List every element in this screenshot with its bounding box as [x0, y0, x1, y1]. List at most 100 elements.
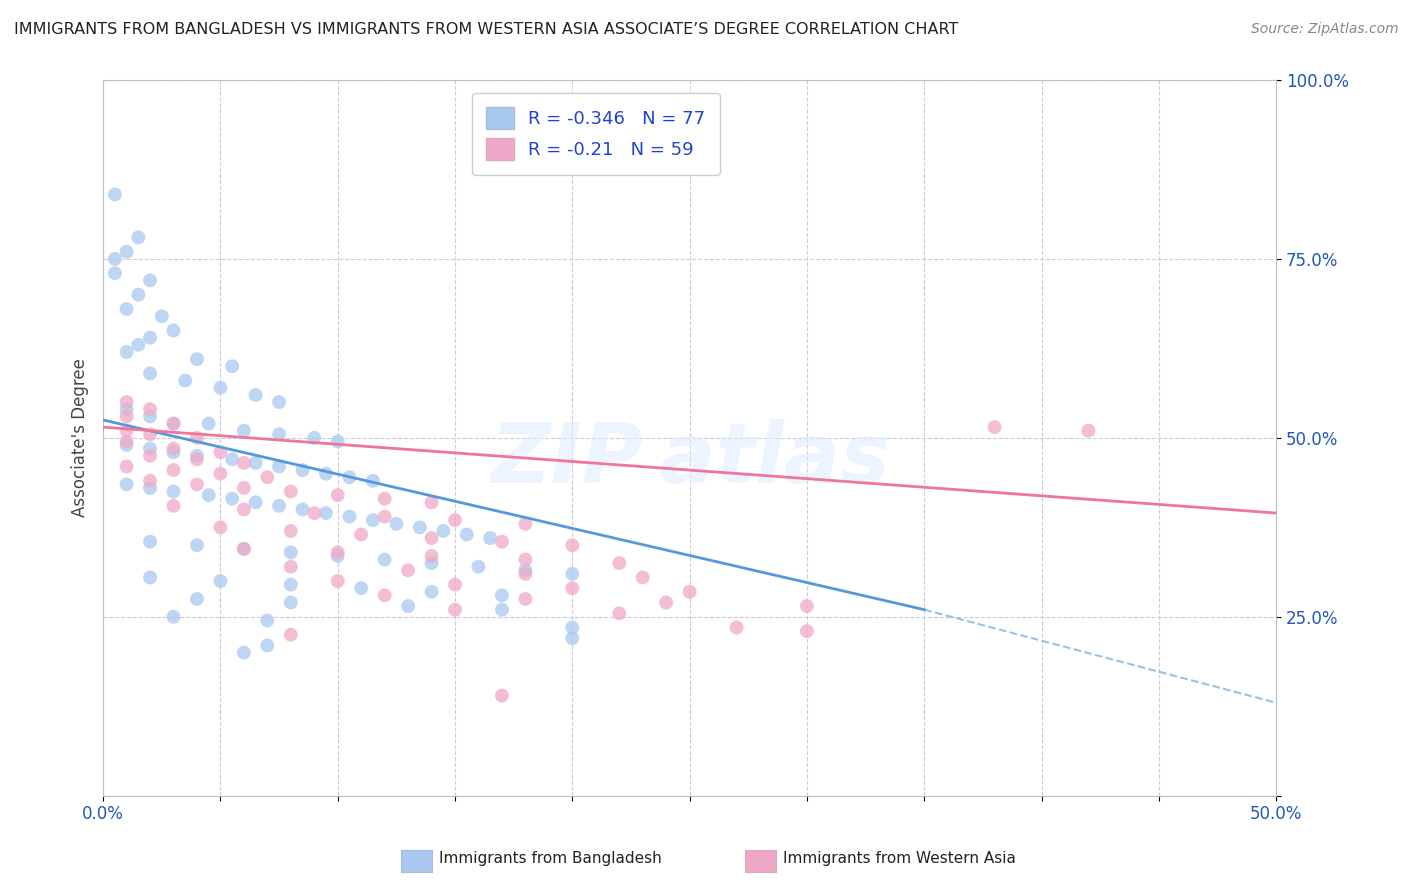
Point	[186, 477, 208, 491]
Point	[162, 463, 184, 477]
Point	[162, 445, 184, 459]
Point	[444, 602, 467, 616]
Point	[115, 345, 138, 359]
Point	[515, 591, 537, 606]
Point	[174, 374, 197, 388]
Point	[186, 352, 208, 367]
Point	[245, 388, 267, 402]
Point	[162, 324, 184, 338]
Point	[607, 556, 630, 570]
Point	[515, 563, 537, 577]
Legend: R = -0.346   N = 77, R = -0.21   N = 59: R = -0.346 N = 77, R = -0.21 N = 59	[472, 93, 720, 175]
Point	[115, 438, 138, 452]
Text: Immigrants from Bangladesh: Immigrants from Bangladesh	[439, 851, 661, 866]
Point	[232, 481, 254, 495]
Point	[186, 591, 208, 606]
Point	[304, 506, 326, 520]
Point	[139, 481, 162, 495]
Point	[267, 459, 290, 474]
Point	[256, 614, 278, 628]
Point	[291, 502, 314, 516]
Text: ZIP atlas: ZIP atlas	[489, 419, 890, 500]
Point	[209, 467, 232, 481]
Point	[127, 338, 149, 352]
Point	[256, 639, 278, 653]
Point	[139, 442, 162, 456]
Point	[115, 395, 138, 409]
Point	[115, 459, 138, 474]
Point	[104, 252, 127, 266]
Point	[267, 427, 290, 442]
Point	[115, 244, 138, 259]
Point	[115, 434, 138, 449]
Text: Immigrants from Western Asia: Immigrants from Western Asia	[783, 851, 1017, 866]
Point	[561, 581, 583, 595]
Point	[374, 491, 396, 506]
Point	[280, 628, 302, 642]
Point	[444, 513, 467, 527]
Point	[115, 301, 138, 316]
Point	[127, 287, 149, 301]
Point	[515, 516, 537, 531]
Point	[385, 516, 408, 531]
Point	[139, 474, 162, 488]
Point	[1382, 202, 1405, 216]
Point	[232, 502, 254, 516]
Point	[209, 381, 232, 395]
Point	[232, 541, 254, 556]
Point	[350, 527, 373, 541]
Point	[326, 488, 349, 502]
Point	[374, 588, 396, 602]
Point	[280, 524, 302, 538]
Point	[631, 570, 654, 584]
Point	[491, 588, 513, 602]
Point	[515, 552, 537, 566]
Point	[432, 524, 454, 538]
Point	[280, 577, 302, 591]
Point	[150, 309, 173, 323]
Point	[304, 431, 326, 445]
Point	[139, 534, 162, 549]
Point	[607, 606, 630, 620]
Point	[291, 463, 314, 477]
Point	[280, 595, 302, 609]
Point	[655, 595, 678, 609]
Point	[256, 470, 278, 484]
Point	[491, 602, 513, 616]
Point	[232, 424, 254, 438]
Point	[139, 331, 162, 345]
Point	[197, 488, 219, 502]
Point	[409, 520, 432, 534]
Point	[186, 449, 208, 463]
Y-axis label: Associate's Degree: Associate's Degree	[72, 359, 89, 517]
Point	[420, 556, 443, 570]
Point	[361, 474, 384, 488]
Point	[115, 402, 138, 417]
Point	[197, 417, 219, 431]
Point	[374, 509, 396, 524]
Point	[104, 187, 127, 202]
Point	[467, 559, 489, 574]
Point	[139, 409, 162, 424]
Point	[280, 559, 302, 574]
Point	[115, 424, 138, 438]
Point	[326, 434, 349, 449]
Point	[444, 577, 467, 591]
Point	[420, 531, 443, 545]
Point	[232, 646, 254, 660]
Point	[162, 417, 184, 431]
Point	[561, 538, 583, 552]
Point	[280, 484, 302, 499]
Point	[139, 273, 162, 287]
Point	[186, 452, 208, 467]
Point	[326, 574, 349, 588]
Point	[339, 509, 361, 524]
Point	[209, 445, 232, 459]
Point	[796, 624, 818, 639]
Point	[245, 495, 267, 509]
Point	[361, 513, 384, 527]
Point	[350, 581, 373, 595]
Point	[162, 499, 184, 513]
Point	[725, 621, 748, 635]
Text: Source: ZipAtlas.com: Source: ZipAtlas.com	[1251, 22, 1399, 37]
